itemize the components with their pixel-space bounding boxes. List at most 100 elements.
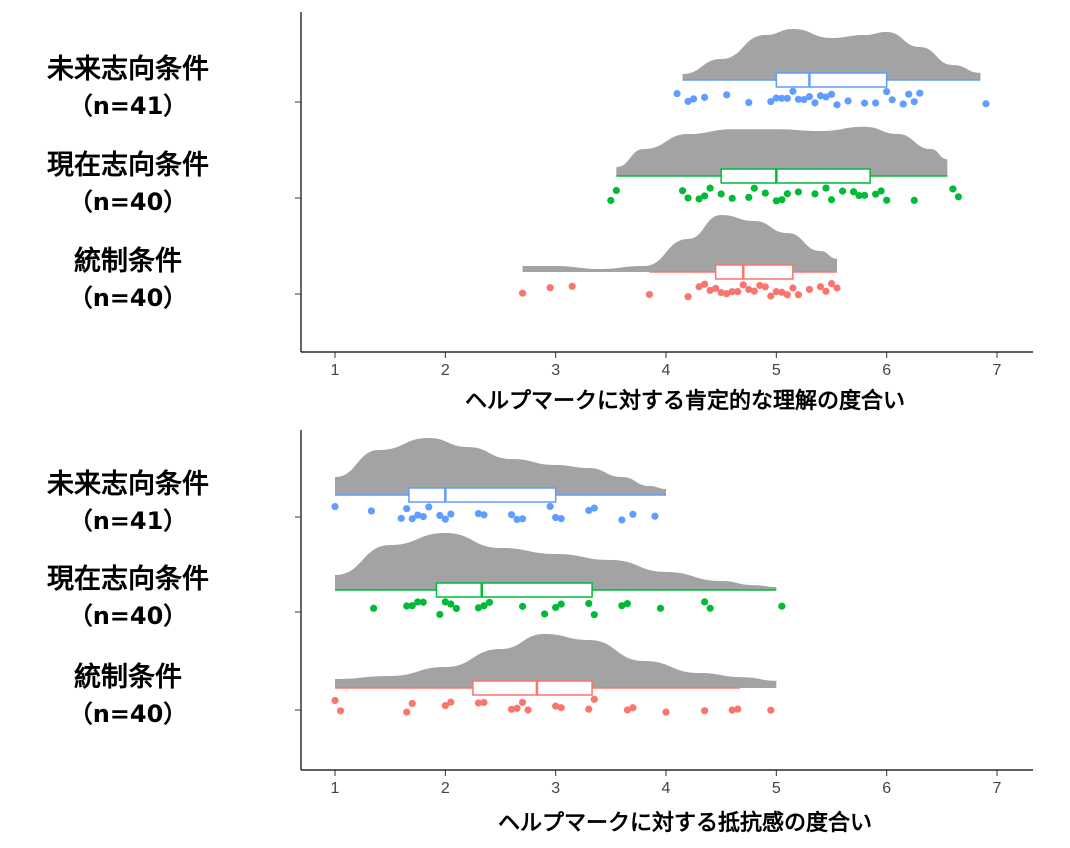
data-point [723,290,731,298]
data-point [546,502,554,511]
data-point [701,93,709,101]
data-point [701,192,709,200]
data-point [805,93,814,101]
iqr-box [408,487,557,503]
data-point [612,186,620,195]
data-point [728,194,736,202]
data-point [761,189,769,197]
x-tick-label: 7 [993,780,1002,797]
data-point [822,184,830,192]
x-tick-label: 6 [882,780,891,797]
data-point [403,602,411,610]
data-point [403,505,411,513]
data-point [728,288,736,296]
data-point [684,293,692,301]
data-point [557,704,565,712]
data-point [701,598,709,606]
data-point [861,191,869,199]
iqr-box [720,168,871,184]
data-point [739,281,747,289]
sample-size-label: （n=40） [69,602,188,630]
data-point [518,289,527,297]
data-point [441,598,449,606]
data-point [607,196,615,205]
data-point [552,603,560,612]
data-point [827,196,836,204]
data-point [916,89,924,97]
data-point [734,705,742,713]
data-point [651,512,659,520]
data-point [778,196,786,204]
data-point [734,287,742,296]
x-tick-label: 6 [882,362,891,379]
data-point [827,279,836,288]
data-point [772,197,780,205]
data-point [855,192,863,200]
data-point [872,190,880,198]
data-point [590,695,598,703]
data-point [717,288,725,297]
data-point [623,706,631,714]
data-point [447,510,455,518]
x-tick-label: 3 [551,780,560,797]
data-point [794,188,803,196]
data-point [877,187,885,195]
data-point [767,97,775,106]
data-point [728,706,736,714]
data-point [585,506,593,515]
data-point [518,602,527,610]
data-point [408,515,416,523]
data-point [745,285,753,294]
data-point [684,97,692,105]
data-point [518,515,527,523]
data-point [480,511,488,519]
data-point [662,708,670,716]
data-point [414,511,422,519]
data-point [507,511,516,519]
data-point [816,92,825,100]
data-point [789,87,797,95]
data-point [849,188,858,196]
density-cloud [616,126,948,176]
data-point [585,599,593,608]
data-point [557,600,565,608]
condition-label: 統制条件 [74,245,182,277]
data-point [474,509,483,518]
density-cloud [682,29,981,80]
data-point [541,610,549,618]
iqr-box [714,264,794,280]
data-point [678,187,687,195]
data-point [706,286,714,295]
data-point [552,513,560,522]
x-tick-label: 2 [441,362,450,379]
data-point [474,604,483,612]
sample-size-label: （n=40） [69,700,188,728]
data-point [701,280,709,288]
data-point [480,698,488,707]
data-point [518,698,527,707]
data-point [673,89,681,98]
condition-label: 現在志向条件 [47,563,209,595]
data-point [844,97,852,105]
data-point [441,515,449,523]
data-point [794,95,803,103]
x-tick-label: 4 [662,362,671,379]
data-point [656,604,665,612]
x-tick-label: 4 [662,780,671,797]
data-point [706,604,714,612]
data-point [723,91,731,99]
data-point [783,291,791,299]
x-tick-label: 3 [551,362,560,379]
data-point [982,100,990,108]
data-point [447,698,455,706]
data-point [414,598,422,606]
data-point [750,184,758,192]
data-point [623,600,631,608]
data-point [827,90,836,98]
data-point [513,515,521,524]
data-point [838,187,847,195]
x-tick-label: 7 [993,362,1002,379]
data-point [618,516,626,524]
data-point [513,704,521,712]
data-point [883,196,891,204]
